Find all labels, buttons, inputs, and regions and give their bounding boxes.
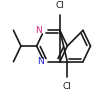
Text: N: N [35,26,42,35]
Text: Cl: Cl [55,1,64,10]
Text: Cl: Cl [63,82,72,91]
Text: N: N [37,57,43,66]
